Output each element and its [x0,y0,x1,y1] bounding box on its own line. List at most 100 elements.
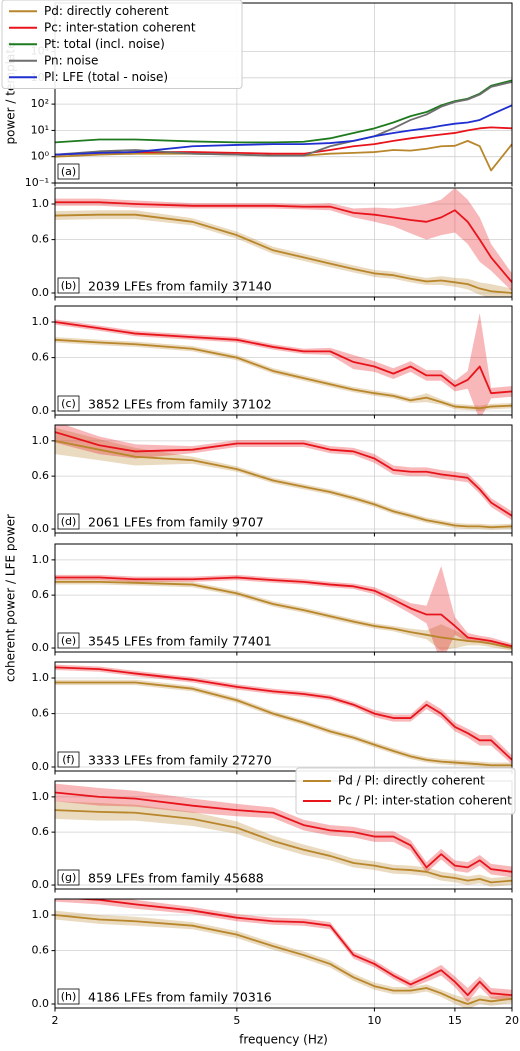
annotation: 2039 LFEs from family 37140 [88,279,272,294]
y-tick-label: 0.6 [32,825,50,838]
x-tick-label: 15 [448,1014,462,1027]
series-line [55,439,512,529]
y-axis-label: coherent power / LFE power [4,514,18,682]
plot-frame [54,543,513,653]
legend-label: Pl: LFE (total - noise) [44,70,168,84]
y-tick-label: 0.6 [32,233,50,246]
y-tick-label: 1.0 [32,553,50,566]
series-line [55,681,512,767]
plot-area [55,306,512,415]
series-line [55,201,512,283]
y-tick-label: 10⁰ [31,150,50,163]
panel-label: (e) [61,634,76,647]
error-band [55,425,512,521]
panel-label-box [57,988,80,1005]
y-tick-label: 0.0 [32,522,50,535]
panel-label: (a) [61,165,76,178]
x-tick-label: 10 [367,1014,381,1027]
annotation: 3545 LFEs from family 77401 [88,634,272,649]
y-tick-label: 0.0 [32,641,50,654]
series-line [55,666,512,761]
y-tick-label: 0.0 [32,286,50,299]
panel-label-box [57,513,80,530]
plot-area [55,425,512,533]
x-tick-label: 20 [505,1014,519,1027]
legend-label: Pc / Pl: inter-station coherent [338,794,512,808]
legend-label: Pt: total (incl. noise) [44,37,165,51]
panel-label-box [57,163,80,180]
series-line [55,321,512,395]
legend-box [1,0,243,89]
error-band [55,566,512,652]
y-tick-label: 0.6 [32,707,50,720]
plot-area [55,662,512,771]
panel-label: (g) [61,871,77,884]
y-tick-label: 10¹ [31,123,49,136]
panel-label-box [57,277,80,294]
plot-frame [54,898,513,1009]
plot-area [55,188,512,297]
annotation: 2061 LFEs from family 9707 [88,515,264,530]
y-tick-label: 10⁻¹ [25,176,49,189]
series-line [55,431,512,517]
plot-area [55,3,512,183]
y-tick-label: 1.0 [32,790,50,803]
plot-frame [54,780,513,890]
y-tick-label: 1.0 [32,434,50,447]
legend-label: Pd / Pl: directly coherent [338,774,485,788]
panel-label: (d) [61,515,77,528]
plot-frame [54,2,513,184]
legend-label: Pn: noise [44,53,98,67]
y-tick-label: 1.0 [32,315,50,328]
series-line [55,126,512,156]
x-axis-label: frequency (Hz) [239,1033,328,1047]
y-tick-label: 1.0 [32,197,50,210]
y-tick-label: 10² [31,97,49,110]
y-tick-label: 0.6 [32,944,50,957]
legend-label: Pc: inter-station coherent [44,20,196,34]
panel-label-box [57,395,80,412]
series-line [55,914,512,1005]
panel-label-box [57,869,80,886]
series-line [69,899,512,996]
error-band [55,783,512,878]
annotation: 859 LFEs from family 45688 [88,871,264,886]
plot-frame [54,424,513,534]
series-line [55,338,512,410]
x-tick-label: 5 [233,1014,240,1027]
legend-label: Pd: directly coherent [44,4,169,18]
series-line [55,213,512,294]
error-band [55,579,512,651]
y-tick-label: 0.0 [32,404,50,417]
panel-label: (h) [61,990,77,1003]
error-band [55,188,512,292]
series-line [55,79,512,144]
y-tick-label: 1.0 [32,908,50,921]
y-tick-label: 0.0 [32,760,50,773]
y-tick-label: 0.6 [32,469,50,482]
y-tick-label: 0.6 [32,351,50,364]
series-line [55,809,512,884]
y-tick-label: 0.0 [32,997,50,1010]
annotation: 3852 LFEs from family 37102 [88,397,272,412]
plot-frame [54,661,513,772]
plot-area [55,899,512,1008]
annotation: 3333 LFEs from family 27270 [88,753,272,768]
series-line [55,581,512,649]
x-tick-label: 2 [52,1014,59,1027]
plot-frame [54,305,513,416]
y-tick-label: 0.6 [32,588,50,601]
panel-label: (f) [62,753,74,766]
panel-label: (b) [61,279,77,292]
error-band [55,899,512,1003]
series-line [55,791,512,873]
y-tick-label: 0.0 [32,878,50,891]
legend-box [295,767,516,815]
series-line [55,104,512,156]
plot-area [55,544,512,652]
panel-label: (c) [61,397,76,410]
panel-label-box [57,751,80,768]
plot-frame [54,187,513,298]
